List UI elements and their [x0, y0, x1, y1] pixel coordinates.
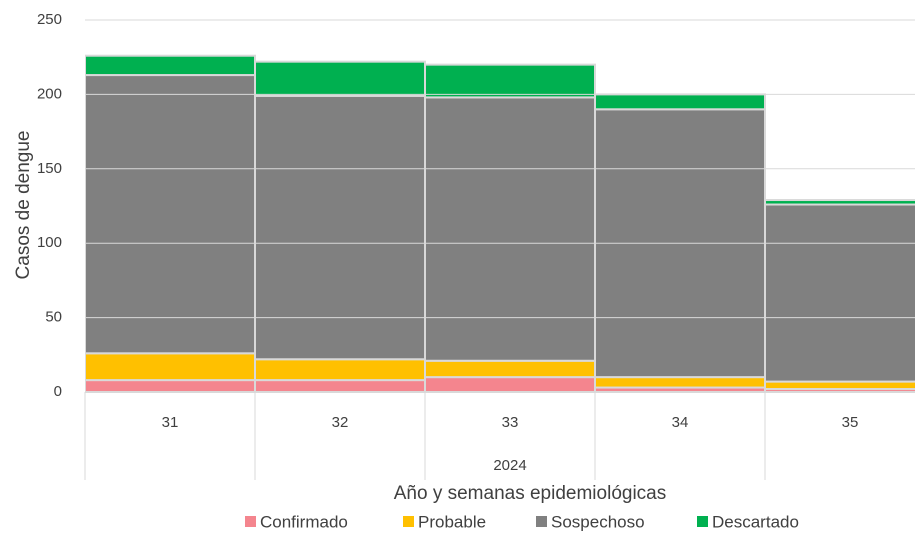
legend-swatch — [697, 516, 708, 527]
bar-segment — [424, 63, 596, 99]
bar-segment — [254, 379, 426, 394]
legend-swatch — [536, 516, 547, 527]
bar-segment — [424, 96, 596, 362]
x-tick-label: 31 — [162, 414, 179, 431]
bar-segment — [85, 54, 256, 77]
y-tick-label: 100 — [37, 234, 62, 251]
x-tick-label: 33 — [502, 414, 519, 431]
x-tick-label: 32 — [332, 414, 349, 431]
bar-segment — [424, 359, 596, 379]
bar-segment — [85, 352, 256, 382]
y-tick-label: 200 — [37, 85, 62, 102]
x-tick-label: 34 — [672, 414, 689, 431]
group-label: 2024 — [493, 457, 526, 474]
bar-segment — [594, 376, 766, 389]
bar-segment — [85, 74, 256, 355]
x-tick-label: 35 — [842, 414, 859, 431]
legend-label: Probable — [418, 512, 486, 531]
bar-segment — [85, 379, 256, 394]
bar-segment — [764, 380, 915, 391]
bar-segment — [254, 358, 426, 382]
bar-segment — [424, 376, 596, 393]
y-tick-label: 0 — [54, 383, 62, 400]
legend-swatch — [245, 516, 256, 527]
legend-swatch — [403, 516, 414, 527]
legend-label: Descartado — [712, 512, 799, 531]
legend-label: Confirmado — [260, 512, 348, 531]
bar-segment — [594, 93, 766, 111]
y-tick-label: 150 — [37, 160, 62, 177]
bar-segment — [764, 203, 915, 383]
bar-segment — [254, 60, 426, 97]
y-axis-title: Casos de dengue — [13, 131, 34, 280]
bar-segment — [254, 94, 426, 361]
legend-label: Sospechoso — [551, 512, 645, 531]
y-tick-label: 250 — [37, 11, 62, 28]
y-tick-label: 50 — [45, 309, 62, 326]
plot-area — [85, 54, 915, 394]
bar-segment — [764, 199, 915, 206]
x-axis-title: Año y semanas epidemiológicas — [394, 483, 667, 504]
